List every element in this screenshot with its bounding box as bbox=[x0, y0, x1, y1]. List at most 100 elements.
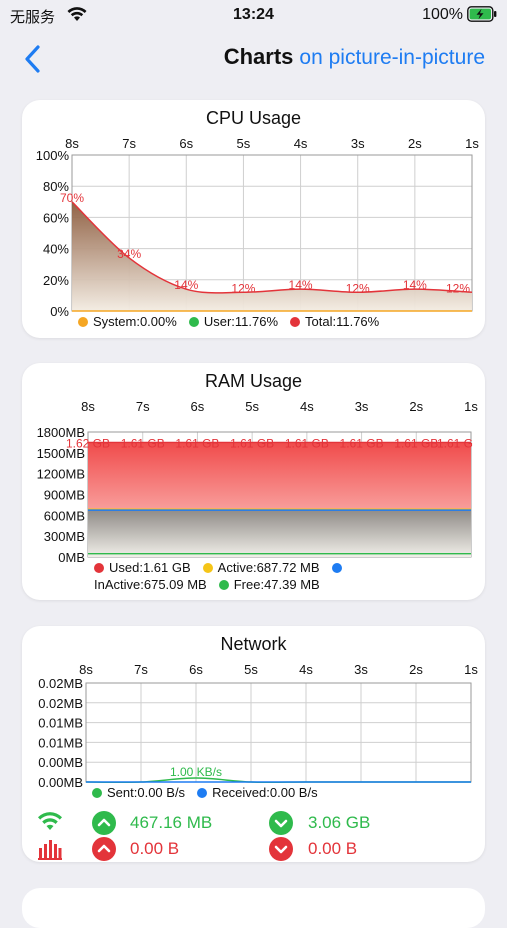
x-tick-label: 5s bbox=[244, 662, 258, 677]
x-tick-label: 2s bbox=[408, 136, 422, 151]
cellular-upload-icon bbox=[269, 837, 293, 861]
cpu-data-label: 14% bbox=[403, 278, 427, 292]
carrier-label: 无服务 bbox=[10, 9, 56, 26]
y-tick-label: 1500MB bbox=[37, 446, 85, 461]
legend-dot bbox=[202, 563, 213, 573]
legend-label: Used:1.61 GB bbox=[109, 560, 191, 575]
legend-dot bbox=[188, 317, 199, 327]
cpu-total-line bbox=[71, 201, 473, 294]
cellular-received-value: 3.06 GB bbox=[308, 813, 371, 832]
legend-label: Active:687.72 MB bbox=[217, 560, 320, 575]
x-tick-label: 8s bbox=[81, 399, 95, 414]
y-tick-label: 600MB bbox=[44, 508, 85, 523]
x-tick-label: 1s bbox=[465, 136, 479, 151]
y-tick-label: 0MB bbox=[58, 550, 85, 565]
legend-item: Free:47.39 MB bbox=[218, 577, 320, 592]
legend-dot bbox=[94, 563, 104, 573]
ram-chart: 8s 7s 6s 5s 4s 3s 2s 1s 1800MB 1500MB 1200MB 900MB 6… bbox=[37, 399, 479, 565]
wifi-sent-value: 0.00 B bbox=[130, 839, 180, 858]
battery-percent: 100% bbox=[422, 6, 463, 23]
x-tick-label: 1s bbox=[464, 662, 478, 677]
ram-data-label: 1.61 GB bbox=[340, 436, 384, 450]
legend-label: User:11.76% bbox=[203, 314, 279, 329]
cpu-usage-card: CPU Usage 8s 7s 6s 5s 4s 3s 2s 1s 100% 80% 60% 40% 2… bbox=[22, 100, 485, 338]
cpu-legend: System:0.00% User:11.76% Total:11.76% bbox=[78, 314, 391, 329]
y-tick-label: 0.02MB bbox=[38, 676, 83, 691]
battery-charging-icon bbox=[467, 6, 497, 27]
x-tick-label: 7s bbox=[136, 399, 150, 414]
ram-data-label: 1.62 GB bbox=[66, 436, 110, 450]
navigation-bar: Charts on picture-in-picture bbox=[0, 36, 507, 80]
legend-label: Sent:0.00 B/s bbox=[107, 785, 186, 800]
legend-dot bbox=[92, 788, 102, 798]
clock: 13:24 bbox=[233, 6, 274, 23]
legend-label: Free:47.39 MB bbox=[233, 577, 320, 592]
cpu-data-label: 12% bbox=[231, 281, 255, 295]
x-tick-label: 2s bbox=[409, 662, 423, 677]
page-title: Charts on picture-in-picture bbox=[224, 44, 485, 70]
y-tick-label: 0.02MB bbox=[38, 696, 83, 711]
legend-item: InActive:675.09 MB bbox=[94, 560, 347, 592]
ram-legend: Used:1.61 GB Active:687.72 MB InActive:675… bbox=[94, 559, 434, 593]
legend-item: Received:0.00 B/s bbox=[197, 785, 318, 800]
next-card-partial bbox=[22, 888, 485, 928]
y-tick-label: 1800MB bbox=[37, 425, 85, 440]
legend-label: System:0.00% bbox=[93, 314, 177, 329]
cpu-data-label: 12% bbox=[346, 281, 370, 295]
x-tick-label: 6s bbox=[191, 399, 205, 414]
x-tick-label: 6s bbox=[189, 662, 203, 677]
x-tick-label: 4s bbox=[294, 136, 308, 151]
x-tick-label: 4s bbox=[299, 662, 313, 677]
status-bar: 无服务 13:24 100% bbox=[0, 0, 507, 30]
legend-item: System:0.00% bbox=[78, 314, 177, 329]
ram-data-label: 1.61 GB bbox=[230, 436, 274, 450]
ram-data-label: 1.61 G bbox=[437, 436, 473, 450]
legend-dot bbox=[197, 788, 208, 798]
x-tick-label: 5s bbox=[245, 399, 259, 414]
legend-dot bbox=[331, 563, 342, 573]
x-tick-label: 5s bbox=[237, 136, 251, 151]
legend-dot bbox=[218, 580, 229, 590]
legend-item: Active:687.72 MB bbox=[202, 560, 320, 575]
y-tick-label: 900MB bbox=[44, 488, 85, 503]
ram-data-label: 1.61 GB bbox=[285, 436, 329, 450]
network-chart: 8s 7s 6s 5s 4s 3s 2s 1s 0.02MB 0.02MB 0.01MB 0.01MB… bbox=[38, 662, 478, 790]
x-tick-label: 3s bbox=[355, 399, 369, 414]
network-legend: Sent:0.00 B/s Received:0.00 B/s bbox=[92, 785, 330, 800]
legend-dot bbox=[78, 317, 88, 327]
y-tick-label: 60% bbox=[43, 210, 69, 225]
x-tick-label: 7s bbox=[122, 136, 136, 151]
wifi-received-value: 467.16 MB bbox=[130, 813, 213, 832]
ram-usage-card: RAM Usage 8s 7s 6s 5s 4s 3s 2s 1s 1800MB 1500MB 12… bbox=[22, 363, 485, 600]
cpu-chart: 8s 7s 6s 5s 4s 3s 2s 1s 100% 80% 60% 40% 20% 0% 70% 34%… bbox=[36, 136, 480, 319]
network-chart-title: Network bbox=[220, 634, 287, 654]
legend-label: Received:0.00 B/s bbox=[212, 785, 318, 800]
cpu-data-label: 34% bbox=[117, 247, 141, 261]
wifi-download-icon bbox=[92, 811, 116, 835]
wifi-upload-icon bbox=[92, 837, 116, 861]
y-tick-label: 80% bbox=[43, 179, 69, 194]
cellular-sent-value: 0.00 B bbox=[308, 839, 358, 858]
page-subtitle-link[interactable]: on picture-in-picture bbox=[299, 46, 485, 69]
legend-item: User:11.76% bbox=[188, 314, 279, 329]
cpu-data-label: 14% bbox=[289, 278, 313, 292]
x-tick-label: 3s bbox=[351, 136, 365, 151]
wifi-status-icon bbox=[66, 6, 88, 27]
cpu-data-label: 14% bbox=[174, 278, 198, 292]
y-tick-label: 1200MB bbox=[37, 467, 85, 482]
ram-data-label: 1.61 GB bbox=[394, 436, 438, 450]
y-tick-label: 100% bbox=[36, 148, 70, 163]
network-card: Network 8s 7s 6s 5s 4s 3s 2s 1s 0.02MB 0.02MB 0.01… bbox=[22, 626, 485, 862]
y-tick-label: 40% bbox=[43, 242, 69, 257]
x-tick-label: 3s bbox=[354, 662, 368, 677]
ram-data-label: 1.61 GB bbox=[121, 436, 165, 450]
x-tick-label: 4s bbox=[300, 399, 314, 414]
y-tick-label: 20% bbox=[43, 273, 69, 288]
ram-chart-title: RAM Usage bbox=[204, 371, 303, 391]
x-tick-label: 6s bbox=[179, 136, 193, 151]
x-tick-label: 8s bbox=[79, 662, 93, 677]
y-tick-label: 0.00MB bbox=[38, 755, 83, 770]
cellular-download-icon bbox=[269, 811, 293, 835]
back-chevron-icon[interactable] bbox=[18, 42, 48, 76]
x-tick-label: 7s bbox=[134, 662, 148, 677]
